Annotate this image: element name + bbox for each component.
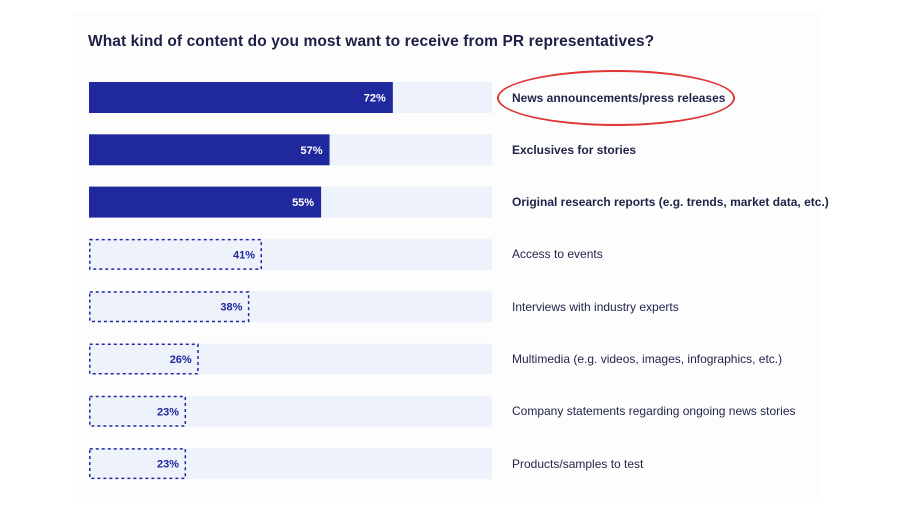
bar-value-label: 41% [233, 249, 255, 261]
bar [89, 448, 187, 480]
bar-value-label: 23% [157, 406, 179, 418]
bar-value-label: 26% [170, 354, 192, 366]
bar-track [89, 291, 492, 323]
bar-value-label: 55% [292, 197, 314, 209]
bar-track [89, 448, 492, 480]
bar [89, 186, 322, 218]
category-label: Exclusives for stories [512, 142, 637, 157]
category-label: Multimedia (e.g. videos, images, infogra… [512, 352, 783, 366]
highlight-ring [497, 70, 735, 126]
bar-track [89, 238, 492, 270]
category-label: Products/samples to test [512, 456, 644, 471]
category-label: Company statements regarding ongoing new… [512, 404, 796, 419]
category-label: Interviews with industry experts [512, 299, 679, 314]
bar-value-label: 23% [157, 459, 179, 471]
bar-value-label: 72% [364, 93, 386, 105]
bar [89, 291, 250, 323]
category-label: Access to events [512, 247, 603, 262]
bar [89, 343, 199, 375]
chart-title: What kind of content do you most want to… [88, 33, 655, 50]
bar-track [89, 343, 492, 375]
category-label: Original research reports (e.g. trends, … [512, 195, 829, 210]
bar [89, 82, 393, 113]
bar-value-label: 38% [220, 302, 242, 314]
bar [89, 238, 263, 270]
bar-value-label: 57% [301, 145, 323, 157]
bar [89, 395, 187, 427]
bar-track [89, 395, 492, 427]
bar [89, 134, 330, 166]
